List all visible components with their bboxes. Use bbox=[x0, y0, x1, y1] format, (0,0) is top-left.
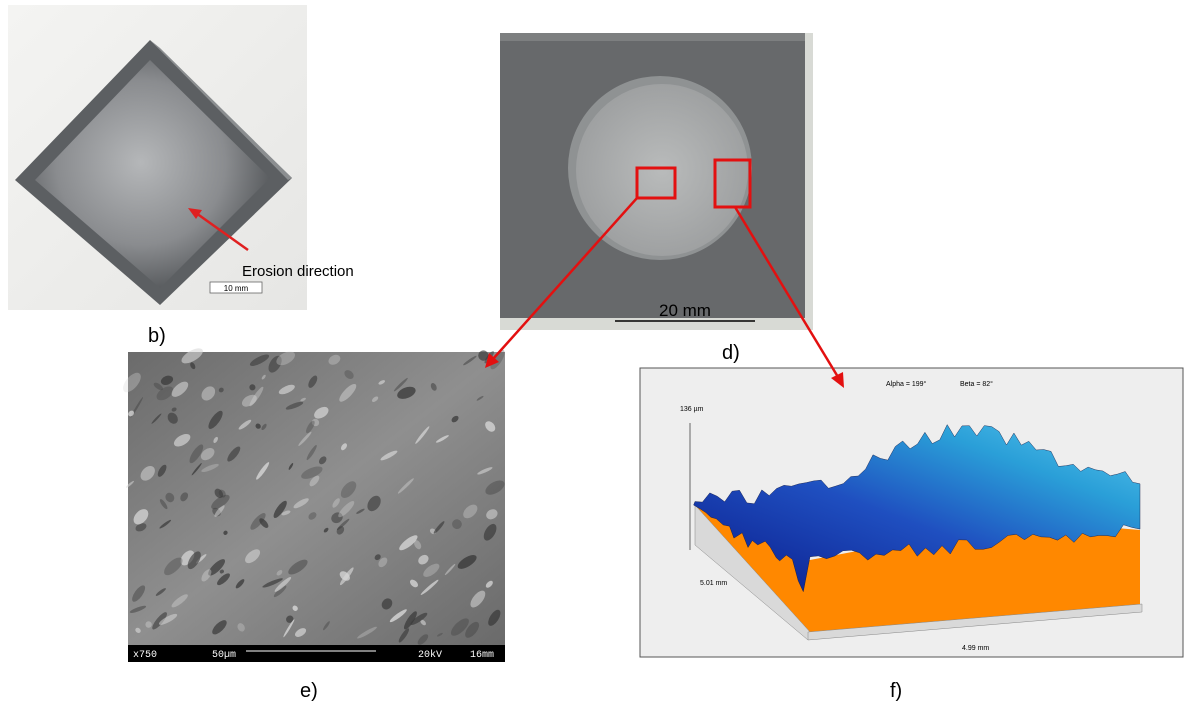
sample-edge bbox=[500, 33, 805, 41]
beta: Beta = 82° bbox=[960, 380, 993, 388]
height-label: 136 µm bbox=[680, 406, 704, 413]
sem-info-bar bbox=[128, 645, 505, 662]
panel-label: e) bbox=[300, 680, 318, 702]
sem-magnification: x750 bbox=[133, 650, 157, 661]
panel-e: x750 50µm 20kV 16mm e) bbox=[120, 345, 507, 702]
annotation: Erosion direction bbox=[242, 263, 354, 280]
depth-label: 5.01 mm bbox=[700, 580, 727, 587]
scale-text: 10 mm bbox=[224, 284, 249, 293]
panel-label: f) bbox=[890, 680, 902, 702]
worn-area bbox=[576, 84, 748, 256]
panel-d: 20 mm d) bbox=[500, 33, 813, 364]
scale-text: 20 mm bbox=[659, 301, 711, 320]
sem-voltage: 20kV bbox=[418, 649, 442, 661]
sem-distance: 16mm bbox=[470, 650, 494, 661]
alpha: Alpha = 199° bbox=[886, 380, 927, 388]
panel-b: Erosion direction 10 mm b) bbox=[8, 5, 354, 347]
panel-label: b) bbox=[148, 325, 166, 347]
width-label: 4.99 mm bbox=[962, 645, 989, 652]
panel-f: Alpha = 199° Beta = 82° 136 µm 5.01 mm 4… bbox=[640, 368, 1183, 702]
sem-scale: 50µm bbox=[212, 650, 236, 661]
panel-label: d) bbox=[722, 342, 740, 364]
figure: Erosion direction 10 mm b) 20 mm d) x750… bbox=[0, 0, 1195, 703]
